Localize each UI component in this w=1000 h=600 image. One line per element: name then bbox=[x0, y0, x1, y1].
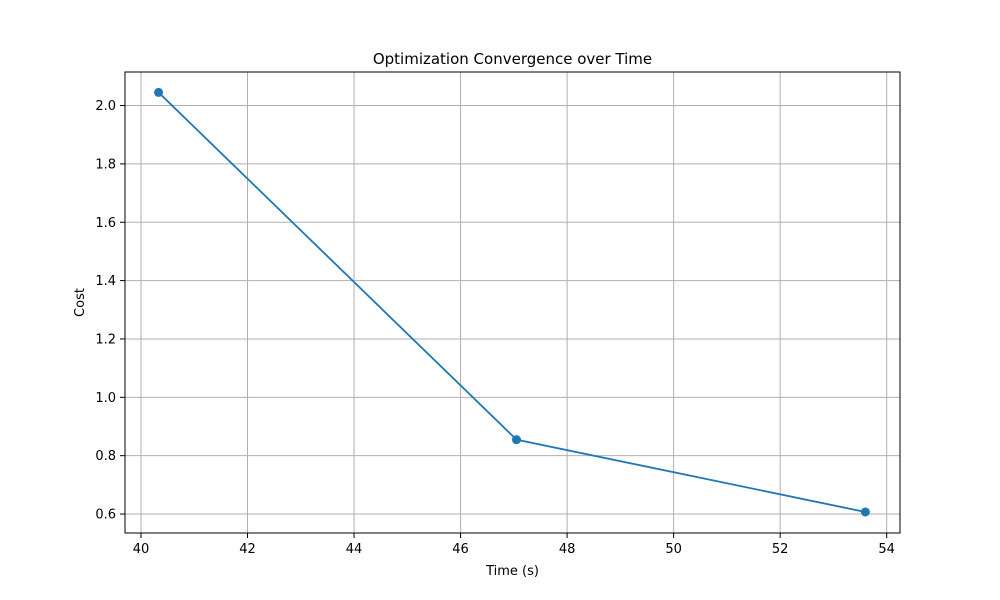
series-line bbox=[157, 91, 866, 513]
y-tick-label: 1.0 bbox=[95, 391, 116, 406]
grid bbox=[125, 72, 900, 533]
x-tick-label: 42 bbox=[239, 542, 256, 557]
x-tick-label: 52 bbox=[772, 542, 789, 557]
x-ticks: 40 42 44 46 48 50 52 54 bbox=[133, 533, 895, 557]
y-axis-label: Cost bbox=[73, 288, 88, 317]
x-tick-label: 44 bbox=[346, 542, 363, 557]
data-point bbox=[154, 87, 164, 97]
y-tick-label: 1.8 bbox=[95, 157, 116, 172]
x-tick-label: 46 bbox=[452, 542, 469, 557]
data-point bbox=[511, 435, 521, 445]
x-tick-label: 40 bbox=[133, 542, 150, 557]
chart-title: Optimization Convergence over Time bbox=[373, 50, 652, 68]
plot-frame bbox=[124, 71, 901, 534]
y-ticks: 0.6 0.8 1.0 1.2 1.4 1.6 1.8 2.0 bbox=[95, 99, 125, 523]
y-tick-label: 1.4 bbox=[95, 274, 116, 289]
x-axis-label: Time (s) bbox=[485, 564, 539, 579]
series-layer bbox=[154, 87, 870, 517]
x-tick-label: 50 bbox=[665, 542, 682, 557]
x-tick-label: 48 bbox=[559, 542, 576, 557]
x-tick-label: 54 bbox=[878, 542, 895, 557]
y-tick-label: 0.6 bbox=[95, 508, 116, 523]
y-tick-label: 2.0 bbox=[95, 99, 116, 114]
y-tick-label: 1.6 bbox=[95, 216, 116, 231]
data-point bbox=[860, 507, 870, 517]
y-tick-label: 1.2 bbox=[95, 332, 116, 347]
y-tick-label: 0.8 bbox=[95, 449, 116, 464]
